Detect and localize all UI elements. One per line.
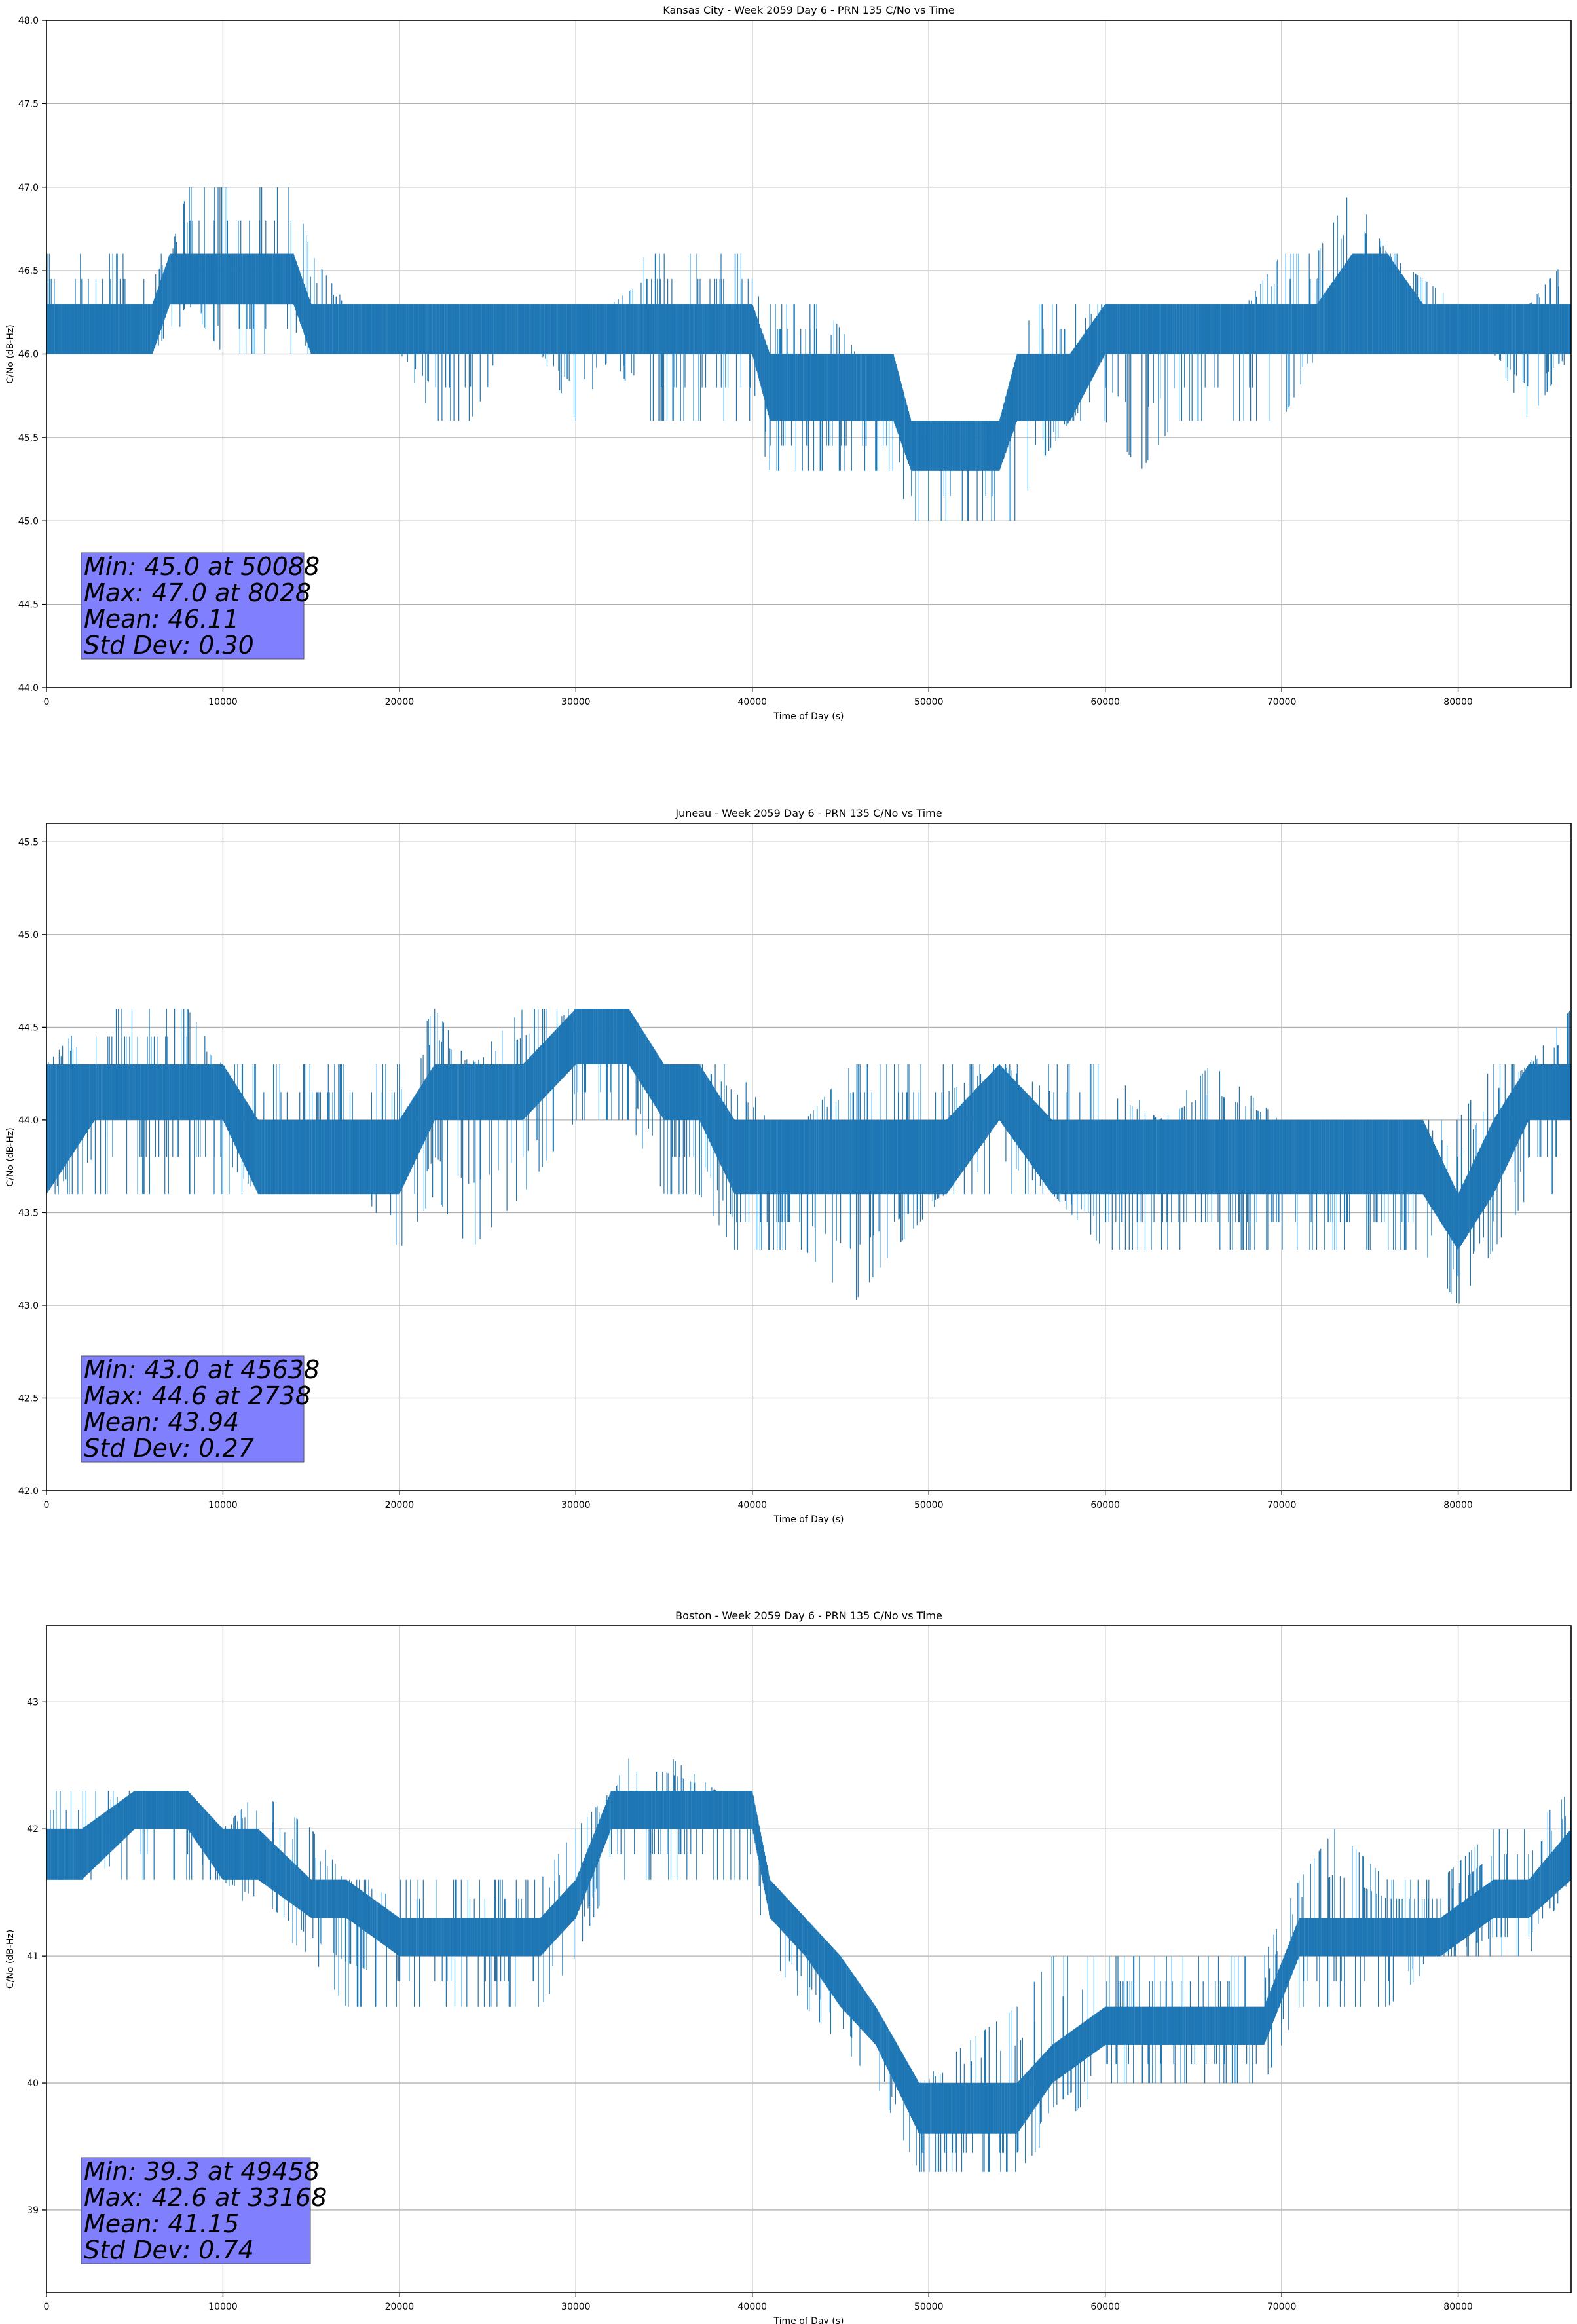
x-tick-label: 30000 xyxy=(561,2302,591,2312)
stats-box xyxy=(81,2157,311,2264)
cno-series xyxy=(46,187,1571,521)
x-tick-label: 20000 xyxy=(385,2302,415,2312)
chart-panel: 0 10000 20000 30000 40000 50000 60000 70000 8000… xyxy=(5,1609,1572,2324)
y-tick-label: 45.0 xyxy=(18,930,39,941)
x-tick-label: 50000 xyxy=(914,697,944,707)
stats-line: Min: 45.0 at 50088 xyxy=(84,552,320,581)
y-tick-label: 45.5 xyxy=(18,837,39,848)
y-tick-label: 41 xyxy=(27,1951,39,1962)
x-tick-label: 60000 xyxy=(1090,1500,1120,1510)
x-tick-label: 70000 xyxy=(1267,1500,1297,1510)
stats-line: Mean: 46.11 xyxy=(84,605,239,633)
stats-line: Min: 43.0 at 45638 xyxy=(84,1355,320,1384)
y-tick-label: 44.0 xyxy=(18,683,39,694)
x-tick-label: 0 xyxy=(44,1500,50,1510)
stats-line: Mean: 43.94 xyxy=(84,1408,239,1436)
y-tick-label: 42.5 xyxy=(18,1393,39,1404)
axes-frame xyxy=(46,1625,1572,2293)
y-tick-label: 45.5 xyxy=(18,433,39,443)
chart-panel: 0 10000 20000 30000 40000 50000 60000 70000 8000… xyxy=(5,4,1572,722)
x-tick-label: 60000 xyxy=(1090,697,1120,707)
stats-line: Mean: 41.15 xyxy=(84,2209,239,2238)
x-tick-label: 20000 xyxy=(385,1500,415,1510)
y-tick-label: 42 xyxy=(27,1824,39,1835)
stats-line: Std Dev: 0.30 xyxy=(84,631,254,660)
y-tick-label: 44.0 xyxy=(18,1115,39,1126)
y-axis-label: C/No (dB-Hz) xyxy=(5,1127,16,1186)
series-band xyxy=(46,1791,1571,2134)
stats-box xyxy=(81,552,305,660)
chart-title: Boston - Week 2059 Day 6 - PRN 135 C/No … xyxy=(675,1609,942,1622)
y-tick-label: 44.5 xyxy=(18,1022,39,1033)
x-tick-label: 30000 xyxy=(561,697,591,707)
y-tick-label: 42.0 xyxy=(18,1486,39,1497)
x-tick-label: 30000 xyxy=(561,1500,591,1510)
y-tick-label: 47.0 xyxy=(18,183,39,193)
y-axis-label: C/No (dB-Hz) xyxy=(5,324,16,383)
stats-line: Max: 44.6 at 2738 xyxy=(84,1381,311,1410)
x-tick-label: 40000 xyxy=(738,1500,768,1510)
chart-panel: 0 10000 20000 30000 40000 50000 60000 70000 8000… xyxy=(5,807,1572,1525)
y-tick-label: 43.0 xyxy=(18,1301,39,1311)
y-tick-label: 43 xyxy=(27,1697,39,1708)
y-tick-label: 47.5 xyxy=(18,99,39,109)
stats-line: Std Dev: 0.27 xyxy=(84,1434,254,1463)
stats-box xyxy=(81,1355,305,1463)
series-band xyxy=(46,253,1571,471)
stats-line: Max: 42.6 at 33168 xyxy=(84,2183,327,2212)
x-tick-label: 70000 xyxy=(1267,697,1297,707)
x-tick-label: 60000 xyxy=(1090,2302,1120,2312)
x-tick-label: 50000 xyxy=(914,2302,944,2312)
x-tick-label: 40000 xyxy=(738,697,768,707)
x-tick-label: 40000 xyxy=(738,2302,768,2312)
x-tick-label: 70000 xyxy=(1267,2302,1297,2312)
stats-line: Std Dev: 0.74 xyxy=(84,2236,254,2264)
y-tick-label: 43.5 xyxy=(18,1208,39,1218)
x-axis-label: Time of Day (s) xyxy=(773,2316,844,2324)
y-tick-label: 40 xyxy=(27,2078,39,2089)
chart-title: Kansas City - Week 2059 Day 6 - PRN 135 … xyxy=(663,4,954,16)
chart-title: Juneau - Week 2059 Day 6 - PRN 135 C/No … xyxy=(675,807,942,819)
stats-line: Min: 39.3 at 49458 xyxy=(84,2157,320,2186)
y-tick-label: 39 xyxy=(27,2205,39,2216)
y-tick-label: 48.0 xyxy=(18,16,39,26)
x-tick-label: 20000 xyxy=(385,697,415,707)
stats-line: Max: 47.0 at 8028 xyxy=(84,578,311,607)
x-tick-label: 80000 xyxy=(1443,2302,1473,2312)
y-axis-label: C/No (dB-Hz) xyxy=(5,1930,16,1989)
x-tick-label: 0 xyxy=(44,2302,50,2312)
y-tick-label: 45.0 xyxy=(18,516,39,527)
axes-frame xyxy=(46,823,1572,1491)
y-tick-label: 44.5 xyxy=(18,600,39,610)
x-axis-label: Time of Day (s) xyxy=(773,711,844,722)
x-tick-label: 80000 xyxy=(1443,697,1473,707)
x-tick-label: 80000 xyxy=(1443,1500,1473,1510)
x-axis-label: Time of Day (s) xyxy=(773,1514,844,1525)
y-tick-label: 46.5 xyxy=(18,266,39,276)
x-tick-label: 10000 xyxy=(208,2302,238,2312)
series-band xyxy=(46,1009,1571,1250)
x-tick-label: 50000 xyxy=(914,1500,944,1510)
x-tick-label: 10000 xyxy=(208,697,238,707)
x-tick-label: 10000 xyxy=(208,1500,238,1510)
x-tick-label: 0 xyxy=(44,697,50,707)
y-tick-label: 46.0 xyxy=(18,350,39,360)
